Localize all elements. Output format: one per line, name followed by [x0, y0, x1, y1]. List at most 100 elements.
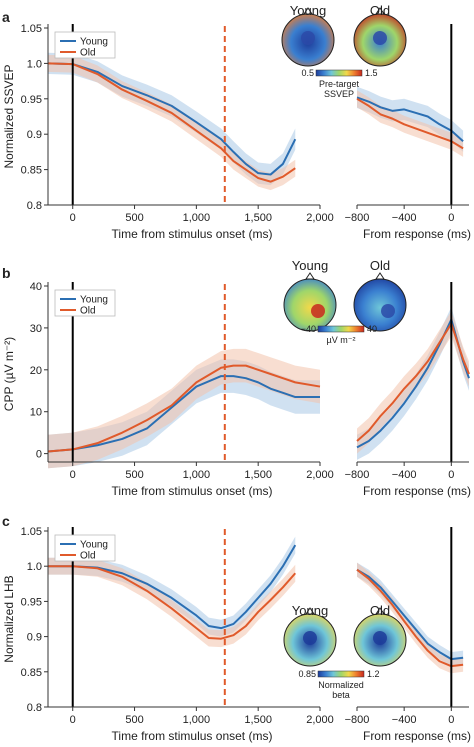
onset-line-young [48, 544, 297, 630]
response-band-old [357, 90, 464, 157]
x-axis-label: Time from stimulus onset (ms) [112, 227, 273, 241]
panel-label: a [2, 9, 10, 25]
topo-hotspot [311, 304, 325, 318]
topo-hotspot [373, 631, 387, 645]
colorbar-min-label: 0.5 [301, 68, 314, 78]
y-axis-label: Normalized SSVEP [2, 64, 16, 168]
y-tick-label: 0.85 [21, 165, 42, 177]
response-band-old [357, 311, 469, 454]
colorbar-label: Normalized [318, 680, 364, 690]
x-tick-label: 2,000 [306, 714, 334, 726]
colorbar-label: SSVEP [324, 89, 354, 99]
response-line-young [356, 568, 464, 661]
topo-head-old [353, 272, 407, 332]
x-axis-label-response: From response (ms) [363, 227, 471, 241]
y-tick-label: 0.95 [21, 94, 42, 106]
x-tick-label: 500 [125, 469, 143, 481]
topo-nose [305, 272, 315, 280]
x-tick-label-response: 0 [448, 469, 454, 481]
colorbar-label: µV m⁻² [327, 335, 356, 345]
topo-hotspot [303, 631, 317, 645]
y-tick-label: 0 [36, 449, 42, 461]
x-tick-label: 1,500 [244, 469, 272, 481]
topo-title-young: Young [292, 258, 328, 273]
y-tick-label: 0.95 [21, 596, 42, 608]
legend-box [54, 289, 116, 317]
colorbar-max-label: 40 [367, 324, 377, 334]
legend-label-young: Young [80, 37, 108, 48]
x-tick-label: 0 [70, 469, 76, 481]
response-line-old [356, 322, 470, 442]
topo-title-young: Young [292, 603, 328, 618]
topo-nose [375, 607, 385, 615]
legend-box [54, 31, 116, 59]
x-tick-label: 1,500 [244, 714, 272, 726]
response-line-old [356, 568, 464, 668]
y-tick-label: 1.0 [27, 58, 42, 70]
y-tick-label: 30 [30, 323, 42, 335]
x-tick-label: 1,500 [244, 212, 272, 224]
x-tick-label-response: −800 [345, 212, 370, 224]
onset-band-old [48, 348, 320, 469]
y-tick-label: 0.8 [27, 702, 42, 714]
topo-head-young [281, 7, 335, 67]
topo-title-old: Old [370, 258, 390, 273]
y-tick-label: 10 [30, 407, 42, 419]
x-tick-label-response: −400 [392, 469, 417, 481]
x-tick-label: 0 [70, 714, 76, 726]
legend-label-young: Young [80, 540, 108, 551]
x-tick-label-response: −800 [345, 469, 370, 481]
y-tick-label: 20 [30, 365, 42, 377]
colorbar [315, 69, 363, 77]
onset-line-old [47, 364, 321, 453]
y-tick-label: 0.9 [27, 129, 42, 141]
topo-nose [375, 272, 385, 280]
topo-nose [303, 7, 313, 15]
x-tick-label: 0 [70, 212, 76, 224]
response-line-young [356, 96, 464, 143]
x-tick-label-response: 0 [448, 714, 454, 726]
onset-line-young [47, 62, 297, 176]
y-tick-label: 1.05 [21, 23, 42, 35]
x-axis-label: Time from stimulus onset (ms) [112, 484, 273, 498]
x-axis-label: Time from stimulus onset (ms) [112, 729, 273, 743]
colorbar-max-label: 1.5 [365, 68, 378, 78]
legend-box [54, 534, 116, 562]
colorbar-max-label: 1.2 [367, 669, 380, 679]
x-tick-label-response: −800 [345, 714, 370, 726]
legend-label-old: Old [80, 48, 96, 59]
x-tick-label: 2,000 [306, 469, 334, 481]
x-tick-label-response: −400 [392, 212, 417, 224]
topo-title-old: Old [370, 603, 390, 618]
topo-hotspot [301, 31, 315, 45]
x-tick-label-response: 0 [448, 212, 454, 224]
y-tick-label: 0.9 [27, 632, 42, 644]
colorbar-label: beta [332, 690, 350, 700]
topo-head-young [283, 607, 337, 667]
topo-head-old [353, 607, 407, 667]
x-tick-label: 500 [125, 714, 143, 726]
topo-hotspot [373, 31, 387, 45]
colorbar-min-label: −40 [301, 324, 316, 334]
panel-label: b [2, 265, 11, 281]
panel-a: a 0.8 0.85 0.9 0.95 1.0 1.05 0 500 1,000 1,500 2,00… [2, 3, 471, 241]
y-tick-label: 0.85 [21, 667, 42, 679]
topo-nose [305, 607, 315, 615]
colorbar [317, 670, 365, 678]
topo-maps: Young Old −40 40 µV m⁻² [283, 258, 407, 345]
onset-line-old [48, 565, 297, 640]
legend-label-young: Young [80, 295, 108, 306]
colorbar [317, 325, 365, 333]
y-tick-label: 40 [30, 281, 42, 293]
x-tick-label-response: −400 [392, 714, 417, 726]
y-axis-label: CPP (µV m⁻²) [2, 337, 16, 411]
colorbar-min-label: 0.85 [298, 669, 316, 679]
x-tick-label: 1,000 [183, 212, 211, 224]
topo-nose [375, 7, 385, 15]
y-tick-label: 1.05 [21, 526, 42, 538]
onset-line-old [47, 62, 296, 183]
